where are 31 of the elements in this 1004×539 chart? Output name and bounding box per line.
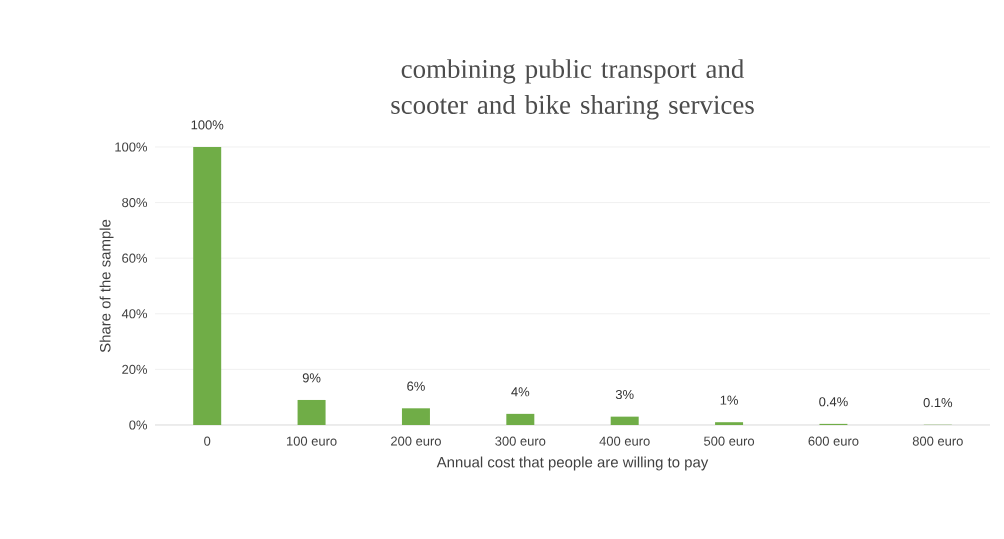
x-tick-label: 200 euro	[391, 436, 441, 446]
y-tick-label: 20%	[122, 364, 148, 374]
bar	[401, 408, 430, 425]
x-tick-label: 400 euro	[599, 436, 650, 446]
data-label: 0.4%	[819, 397, 848, 407]
data-label: 100%	[191, 120, 224, 130]
x-axis-title: Annual cost that people are willing to pay	[436, 456, 709, 471]
chart-title: combining public transport and scooter and bike sharing services	[391, 59, 754, 120]
y-tick-label: 60%	[122, 253, 148, 263]
x-tick-label: 0	[204, 436, 211, 446]
y-tick-label: 100%	[115, 142, 148, 152]
data-label: 0.1%	[923, 398, 953, 408]
x-tick-label: 600 euro	[808, 436, 859, 446]
y-tick-label: 0%	[129, 420, 148, 430]
y-tick-label: 80%	[122, 198, 148, 208]
bar	[715, 422, 744, 425]
bar	[506, 413, 535, 425]
x-tick-label: 300 euro	[495, 436, 546, 446]
bar	[610, 416, 639, 425]
bar	[297, 399, 326, 425]
y-axis-title: Share of the sample	[99, 219, 114, 353]
x-tick-label: 500 euro	[704, 436, 755, 446]
data-label: 1%	[720, 395, 738, 405]
data-label: 3%	[615, 389, 634, 400]
data-label: 6%	[407, 381, 425, 391]
data-label: 4%	[511, 387, 530, 397]
bar	[193, 146, 222, 425]
x-tick-label: 800 euro	[912, 436, 963, 446]
x-tick-label: 100 euro	[286, 436, 337, 446]
y-tick-label: 40%	[121, 309, 148, 319]
data-label: 9%	[302, 373, 321, 383]
